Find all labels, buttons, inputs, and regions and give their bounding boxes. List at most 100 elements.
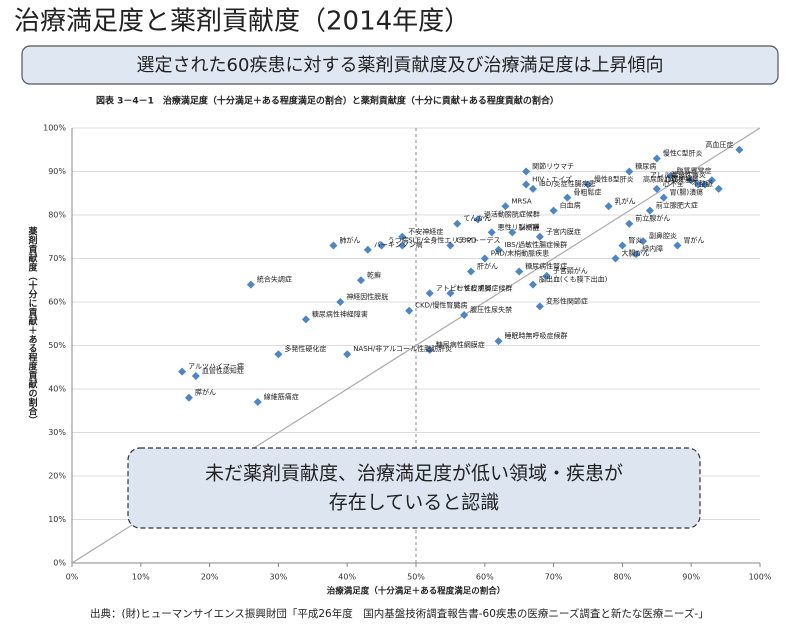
source: 出典：(財)ヒューマンサイエンス振興財団「平成26年度 国内基盤技術調査報告書-…: [90, 607, 709, 620]
point: [522, 167, 531, 176]
point: [508, 228, 517, 237]
point-label: 神経因性膀胱: [346, 292, 388, 301]
y-tick-label: 100%: [43, 124, 66, 133]
point-label: アレルギー性鼻炎: [650, 170, 706, 179]
x-tick-label: 20%: [201, 573, 219, 582]
point: [501, 202, 510, 211]
point: [673, 241, 682, 250]
y-tick-label: 90%: [48, 167, 66, 176]
point: [329, 241, 338, 250]
point-label: 乳がん: [615, 196, 636, 205]
x-axis-label: 治療満足度（十分満足＋ある程度満足の割合）: [327, 586, 506, 597]
callout-text: 存在していると認識: [329, 492, 499, 514]
point-label: 脳梗塞: [518, 222, 539, 231]
point-label: 血管性認知症: [202, 366, 244, 375]
point: [528, 280, 537, 289]
point-label: 糖尿病性腎症: [525, 262, 567, 271]
point-label: アルツハイマー病: [188, 362, 244, 371]
point-label: 線維筋痛症: [264, 392, 299, 401]
point-label: 胃(腸)潰瘍: [670, 188, 703, 197]
point-label: 不整脈: [692, 179, 713, 188]
point: [253, 398, 262, 407]
point-label: 肝がん: [477, 262, 498, 271]
point-label: 脂質異常症: [677, 166, 712, 175]
point-label: 腎炎: [628, 235, 642, 244]
point-label: 緑内障: [642, 244, 663, 253]
point: [405, 306, 414, 315]
point-label: 膵がん: [195, 388, 216, 397]
point: [522, 180, 531, 189]
point-label: 高血圧症: [705, 140, 733, 149]
point-label: 脳出血(くも膜下出血): [539, 275, 608, 284]
banner-text: 選定された60疾患に対する薬剤貢献度及び治療満足度は上昇傾向: [137, 55, 664, 76]
y-tick-label: 10%: [48, 515, 66, 524]
point-label: MRSA: [511, 197, 531, 205]
point: [494, 337, 503, 346]
point: [700, 180, 709, 189]
point: [363, 245, 372, 254]
point-label: 関節リウマチ: [532, 162, 574, 171]
point-label: 高尿酸血症・痛風: [643, 175, 699, 184]
point-label: 子宮内膜症: [546, 227, 581, 236]
point-label: 胃がん: [683, 235, 704, 244]
y-tick-label: 80%: [48, 211, 66, 220]
banner-box: [21, 45, 779, 85]
y-tick-label: 20%: [48, 472, 66, 481]
point: [398, 241, 407, 250]
y-tick-label: 30%: [48, 428, 66, 437]
x-tick-label: 90%: [682, 573, 700, 582]
point-label: CKD/慢性腎臓病: [415, 301, 467, 310]
point-label: てんかん: [463, 215, 491, 223]
point: [453, 219, 462, 228]
point: [473, 215, 482, 224]
point: [666, 171, 675, 180]
point: [467, 267, 476, 276]
point: [446, 289, 455, 298]
point: [487, 228, 496, 237]
point: [549, 206, 558, 215]
point-label: 腹圧性尿失禁: [470, 305, 512, 314]
point-label: 乾癬: [367, 270, 381, 279]
point: [604, 202, 613, 211]
point-label: 変形性関節症: [546, 296, 588, 305]
point-label: 慢性C型肝炎: [663, 148, 703, 157]
point-label: 糖尿病: [635, 162, 656, 171]
point-label: 糖尿病性網膜症: [436, 340, 485, 349]
x-tick-label: 60%: [476, 573, 494, 582]
x-tick-label: 10%: [132, 573, 150, 582]
point-label: 悪性リンパ腫: [498, 222, 540, 231]
point: [611, 254, 620, 263]
slide-title: 治療満足度と薬剤貢献度（2014年度）: [14, 7, 470, 37]
point: [563, 193, 572, 202]
point: [515, 267, 524, 276]
point: [336, 298, 345, 306]
point: [714, 184, 723, 193]
x-tick-label: 70%: [545, 573, 563, 582]
point: [652, 154, 661, 163]
point-label: SLE/全身性エリテマトーデス: [408, 235, 500, 244]
point: [645, 206, 654, 215]
point: [528, 184, 537, 193]
point: [398, 232, 407, 241]
point: [687, 176, 696, 185]
point: [632, 250, 641, 259]
point: [535, 302, 544, 311]
point-label: 糖尿病性神経障害: [312, 309, 368, 318]
point-label: 喘息: [671, 170, 685, 179]
point-label: 不安神経症: [408, 227, 443, 236]
callout-box: [127, 447, 701, 529]
y-tick-label: 70%: [48, 254, 66, 263]
point: [301, 315, 310, 324]
figure-caption: 図表 3－4－1 治療満足度（十分満足＋ある程度満足の割合）と薬剤貢献度（十分に…: [96, 95, 559, 107]
point-label: むずむず脚症候群: [456, 283, 512, 292]
point: [460, 311, 469, 320]
point: [542, 271, 551, 280]
callout-text: 未だ薬剤貢献度、治療満足度が低い領域・疾患が: [205, 463, 623, 485]
point-label: 副鼻腔炎: [649, 231, 677, 240]
x-tick-label: 30%: [270, 573, 288, 582]
x-tick-label: 100%: [749, 573, 772, 582]
point: [625, 219, 634, 228]
point-label: 大腸がん: [622, 249, 650, 258]
